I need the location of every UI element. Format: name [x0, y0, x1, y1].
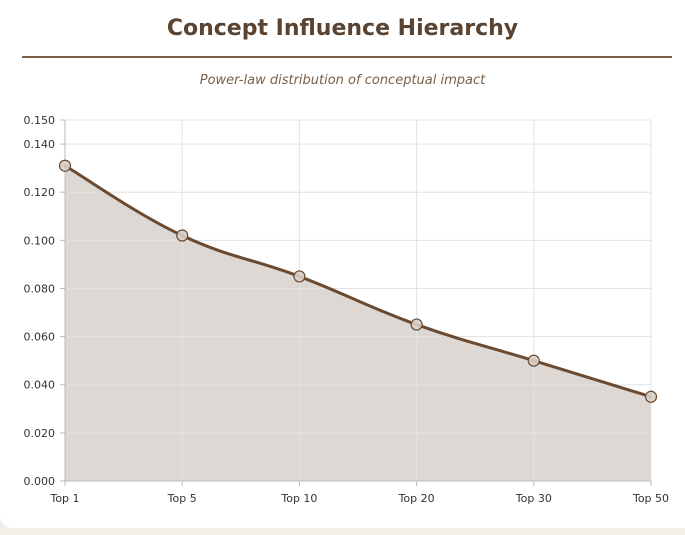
y-tick-label: 0.150 [24, 114, 56, 127]
x-tick-label: Top 20 [398, 492, 435, 505]
y-tick-label: 0.020 [24, 427, 56, 440]
x-tick-label: Top 10 [280, 492, 317, 505]
y-tick-label: 0.080 [24, 282, 56, 295]
chart-subtitle: Power-law distribution of conceptual imp… [199, 73, 486, 88]
data-point [410, 318, 423, 331]
y-tick-label: 0.120 [24, 186, 56, 199]
x-tick-label: Top 5 [167, 492, 197, 505]
x-tick-label: Top 1 [49, 492, 79, 505]
title-divider [22, 56, 672, 58]
data-point [58, 159, 72, 172]
data-point [644, 390, 658, 403]
x-tick-label: Top 30 [515, 492, 552, 505]
chart-title: Concept Influence Hierarchy [166, 16, 519, 41]
y-tick-label: 0.100 [24, 234, 56, 247]
data-point [176, 229, 189, 242]
y-tick-label: 0.000 [24, 475, 56, 488]
y-tick-label: 0.040 [24, 379, 56, 392]
series-line [63, 164, 653, 399]
data-point [527, 354, 540, 367]
y-tick-label: 0.060 [24, 331, 56, 344]
data-point [293, 270, 306, 283]
x-tick-label: Top 50 [632, 492, 669, 505]
y-tick-label: 0.140 [24, 138, 56, 151]
area-fill [65, 165, 651, 481]
